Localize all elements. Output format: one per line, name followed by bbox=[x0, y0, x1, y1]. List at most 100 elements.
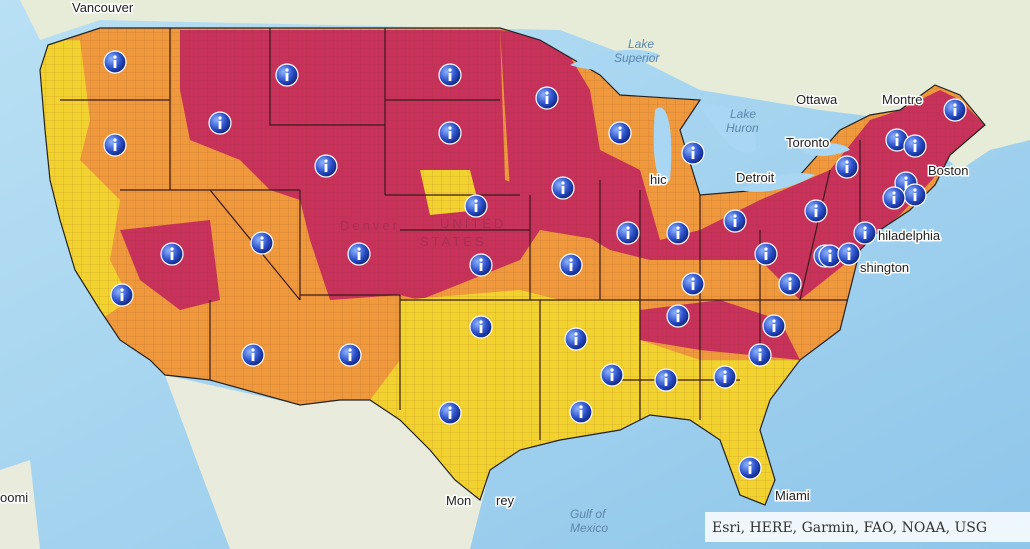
info-marker[interactable] bbox=[208, 111, 232, 135]
marker-dot bbox=[545, 91, 549, 95]
marker-bar bbox=[113, 143, 117, 151]
info-marker[interactable] bbox=[818, 244, 842, 268]
info-marker[interactable] bbox=[608, 121, 632, 145]
info-marker[interactable] bbox=[438, 121, 462, 145]
info-marker[interactable] bbox=[564, 327, 588, 351]
place-label: Toronto bbox=[786, 135, 829, 150]
info-marker[interactable] bbox=[681, 141, 705, 165]
place-label: Vancouver bbox=[72, 0, 134, 15]
marker-dot bbox=[758, 348, 762, 352]
place-label: Miami bbox=[775, 488, 810, 503]
info-marker[interactable] bbox=[723, 209, 747, 233]
info-marker[interactable] bbox=[338, 343, 362, 367]
info-marker[interactable] bbox=[853, 221, 877, 245]
marker-bar bbox=[218, 121, 222, 129]
info-marker[interactable] bbox=[469, 315, 493, 339]
marker-dot bbox=[120, 288, 124, 292]
info-marker[interactable] bbox=[559, 253, 583, 277]
marker-dot bbox=[448, 406, 452, 410]
info-marker[interactable] bbox=[713, 365, 737, 389]
info-marker[interactable] bbox=[903, 134, 927, 158]
marker-dot bbox=[892, 191, 896, 195]
lake bbox=[653, 107, 672, 183]
great-lakes bbox=[570, 49, 850, 192]
info-marker[interactable] bbox=[762, 314, 786, 338]
marker-dot bbox=[579, 405, 583, 409]
place-label: Boston bbox=[928, 163, 968, 178]
info-marker[interactable] bbox=[103, 133, 127, 157]
info-marker[interactable] bbox=[600, 363, 624, 387]
markers bbox=[103, 50, 967, 480]
info-marker[interactable] bbox=[535, 86, 559, 110]
info-marker[interactable] bbox=[464, 194, 488, 218]
info-marker[interactable] bbox=[754, 242, 778, 266]
labels: Vancouver Lake Superior Ottawa Montre La… bbox=[0, 0, 970, 535]
info-marker[interactable] bbox=[569, 400, 593, 424]
marker-dot bbox=[691, 277, 695, 281]
info-marker[interactable] bbox=[438, 401, 462, 425]
place-label: hic bbox=[650, 172, 667, 187]
info-marker[interactable] bbox=[250, 231, 274, 255]
info-marker[interactable] bbox=[314, 154, 338, 178]
info-marker[interactable] bbox=[666, 221, 690, 245]
place-label: shington bbox=[860, 260, 909, 275]
info-marker[interactable] bbox=[738, 456, 762, 480]
marker-dot bbox=[348, 348, 352, 352]
marker-dot bbox=[764, 247, 768, 251]
marker-bar bbox=[260, 241, 264, 249]
marker-bar bbox=[828, 254, 832, 262]
water-label: Lake bbox=[628, 37, 654, 51]
place-label: Mon bbox=[446, 493, 471, 508]
marker-bar bbox=[545, 96, 549, 104]
marker-bar bbox=[618, 131, 622, 139]
info-marker[interactable] bbox=[160, 242, 184, 266]
marker-bar bbox=[953, 108, 957, 116]
info-marker[interactable] bbox=[681, 272, 705, 296]
marker-bar bbox=[561, 186, 565, 194]
marker-dot bbox=[448, 126, 452, 130]
info-marker[interactable] bbox=[241, 343, 265, 367]
marker-dot bbox=[474, 199, 478, 203]
marker-dot bbox=[569, 258, 573, 262]
marker-dot bbox=[324, 159, 328, 163]
marker-dot bbox=[691, 146, 695, 150]
marker-bar bbox=[479, 325, 483, 333]
info-marker[interactable] bbox=[885, 128, 909, 152]
marker-bar bbox=[610, 373, 614, 381]
info-marker[interactable] bbox=[551, 176, 575, 200]
info-marker[interactable] bbox=[616, 221, 640, 245]
marker-bar bbox=[758, 353, 762, 361]
info-marker[interactable] bbox=[837, 242, 861, 266]
marker-bar bbox=[448, 73, 452, 81]
marker-bar bbox=[691, 282, 695, 290]
info-marker[interactable] bbox=[882, 186, 906, 210]
marker-bar bbox=[285, 73, 289, 81]
info-marker[interactable] bbox=[778, 272, 802, 296]
marker-bar bbox=[251, 353, 255, 361]
place-label: oomi bbox=[0, 490, 28, 505]
info-marker[interactable] bbox=[903, 183, 927, 207]
info-marker[interactable] bbox=[347, 242, 371, 266]
marker-bar bbox=[764, 252, 768, 260]
info-marker[interactable] bbox=[654, 368, 678, 392]
info-marker[interactable] bbox=[110, 283, 134, 307]
info-marker[interactable] bbox=[275, 63, 299, 87]
info-marker[interactable] bbox=[438, 63, 462, 87]
marker-bar bbox=[847, 252, 851, 260]
info-marker[interactable] bbox=[666, 304, 690, 328]
marker-bar bbox=[479, 263, 483, 271]
marker-bar bbox=[788, 282, 792, 290]
info-marker[interactable] bbox=[748, 343, 772, 367]
water-label: Superior bbox=[614, 51, 660, 65]
place-label: rey bbox=[496, 493, 515, 508]
info-marker[interactable] bbox=[804, 199, 828, 223]
marker-dot bbox=[676, 309, 680, 313]
marker-bar bbox=[904, 181, 908, 189]
marker-dot bbox=[285, 68, 289, 72]
marker-bar bbox=[348, 353, 352, 361]
info-marker[interactable] bbox=[103, 50, 127, 74]
info-marker[interactable] bbox=[943, 98, 967, 122]
info-marker[interactable] bbox=[469, 253, 493, 277]
info-marker[interactable] bbox=[835, 155, 859, 179]
marker-bar bbox=[448, 411, 452, 419]
